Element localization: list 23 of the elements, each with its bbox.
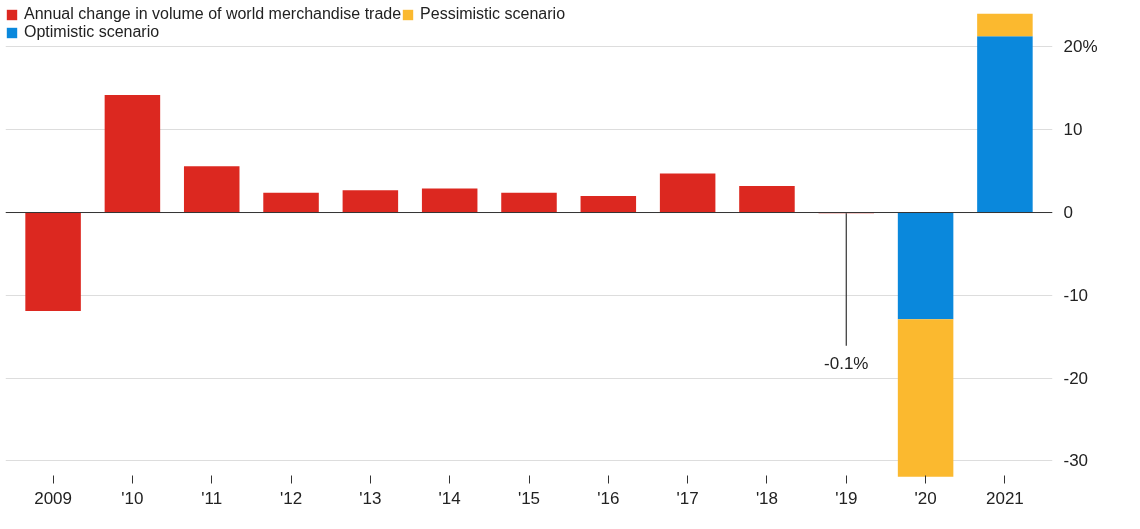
x-tick-label: '18: [755, 488, 779, 508]
x-tick-label: '12: [279, 488, 303, 508]
legend-label: Pessimistic scenario: [420, 5, 567, 23]
x-tick-label: '17: [676, 488, 699, 508]
x-tick-label: '14: [438, 488, 461, 508]
y-tick-label: 0: [1063, 203, 1073, 223]
x-tick-label: '20: [914, 488, 937, 508]
x-tick-label: 2021: [986, 488, 1024, 508]
legend-label: Optimistic scenario: [24, 23, 161, 41]
x-tick-label: '16: [597, 488, 620, 508]
x-tick-label: '19: [835, 488, 858, 508]
y-tick-label: 20%: [1063, 37, 1098, 57]
x-tick-label: '15: [517, 488, 541, 508]
y-tick-label: -30: [1063, 451, 1089, 471]
x-tick-label: 2009: [34, 488, 73, 508]
x-tick-label: '10: [121, 488, 144, 508]
x-tick-label: '11: [201, 488, 223, 508]
annotation: -0.1%: [824, 354, 869, 374]
x-tick-label: '13: [359, 488, 382, 508]
y-tick-label: -10: [1063, 285, 1089, 305]
y-tick-label: 10: [1063, 120, 1083, 140]
y-tick-label: -20: [1063, 368, 1089, 388]
legend-label: Annual change in volume of world merchandise trade: [24, 5, 402, 23]
